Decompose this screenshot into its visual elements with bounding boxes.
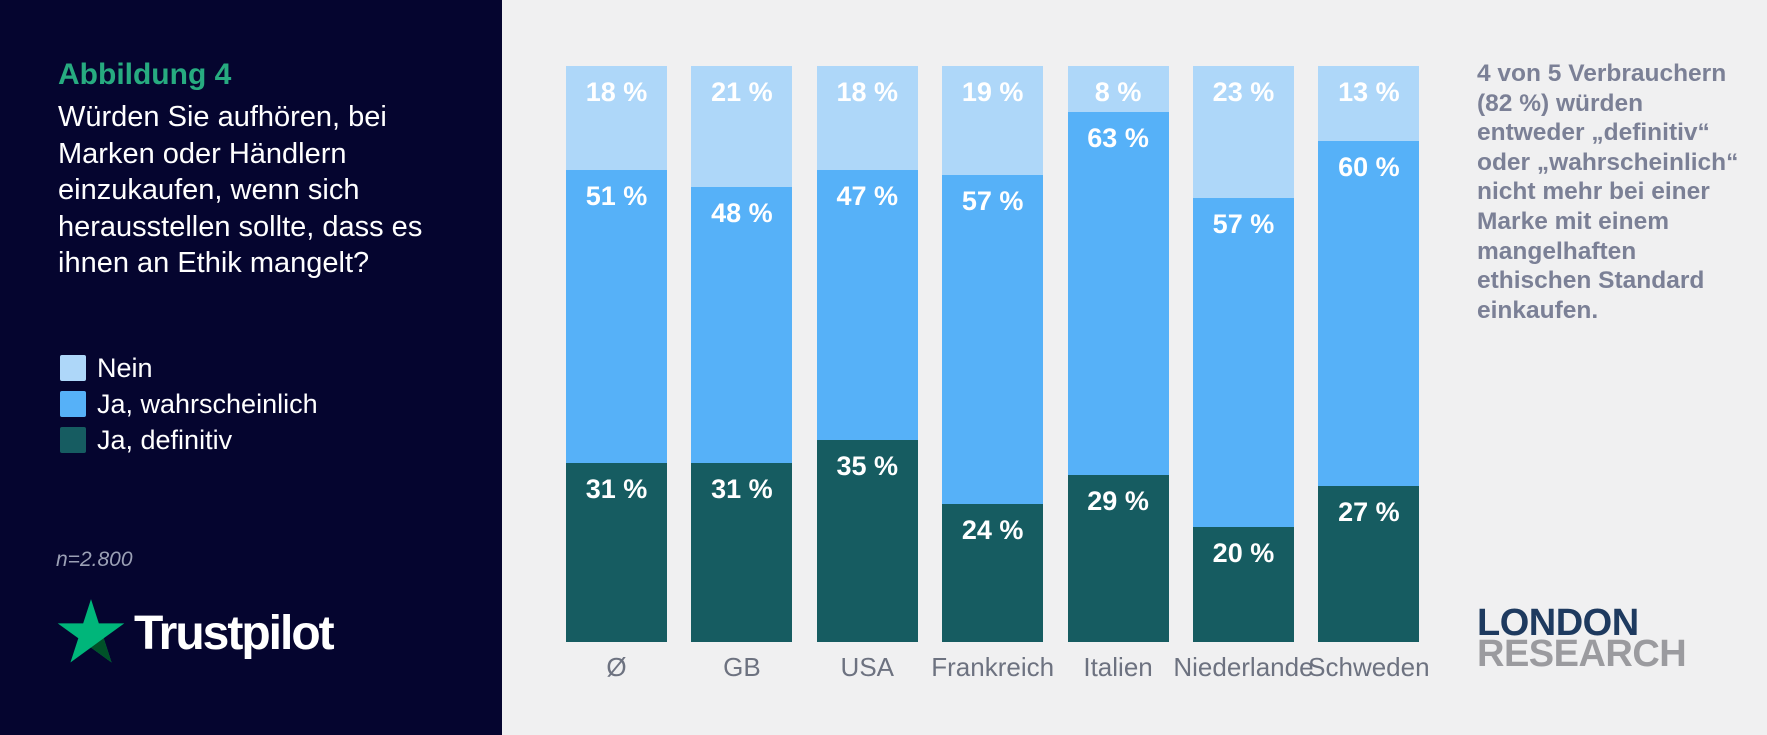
trustpilot-logo: Trustpilot bbox=[56, 599, 335, 666]
trustpilot-wordmark: Trustpilot bbox=[134, 607, 335, 660]
category-labels: Ø GB USA Frankreich Italien Niederlande Schwed… bbox=[566, 652, 1429, 683]
legend-swatch bbox=[60, 355, 86, 381]
value-label: 13 % bbox=[1338, 77, 1400, 107]
legend-item: Ja, definitiv bbox=[60, 424, 318, 455]
bar-segment: 27 % bbox=[1318, 486, 1420, 642]
value-label: 8 % bbox=[1094, 77, 1142, 107]
legend-label: Ja, wahrscheinlich bbox=[97, 388, 318, 419]
legend: Nein Ja, wahrscheinlich Ja, definitiv bbox=[60, 352, 318, 463]
category-label: Italien bbox=[1068, 652, 1169, 683]
trustpilot-star-icon bbox=[57, 599, 125, 663]
bar-segment: 18 % bbox=[566, 66, 667, 170]
bar-segment: 31 % bbox=[566, 463, 667, 642]
bar-segment: 35 % bbox=[816, 440, 918, 642]
category-label: Ø bbox=[566, 652, 667, 683]
value-label: 21 % bbox=[711, 77, 773, 107]
london-research-logo-line2: RESEARCH bbox=[1477, 633, 1687, 675]
bar-segment: 31 % bbox=[691, 463, 793, 642]
value-label: 18 % bbox=[836, 77, 899, 107]
value-label: 57 % bbox=[961, 186, 1024, 217]
legend-item: Nein bbox=[60, 352, 318, 383]
sample-size: n=2.800 bbox=[56, 548, 133, 571]
value-label: 18 % bbox=[585, 77, 648, 107]
category-label-text: USA bbox=[840, 652, 895, 682]
stacked-bar: 18 % 51 % 31 % bbox=[566, 66, 667, 642]
stacked-bar: 18 % 47 % 35 % bbox=[816, 66, 918, 642]
legend-swatch bbox=[60, 391, 86, 417]
value-label: 51 % bbox=[585, 180, 648, 211]
bar-segment: 60 % bbox=[1318, 140, 1420, 487]
category-label: Schweden bbox=[1308, 652, 1429, 683]
value-label: 47 % bbox=[836, 180, 899, 211]
category-label: GB bbox=[691, 652, 792, 683]
bar-segment: 21 % bbox=[691, 66, 793, 187]
bar-segment: 57 % bbox=[942, 175, 1044, 504]
value-label: 31 % bbox=[585, 474, 648, 505]
callout-text: 4 von 5 Verbrauchern (82 %) würden entwe… bbox=[1477, 60, 1739, 324]
bar-segment: 19 % bbox=[942, 66, 1044, 176]
bar-segment: 8 % bbox=[1067, 66, 1169, 113]
bar-segment: 63 % bbox=[1067, 112, 1169, 475]
legend-item: Ja, wahrscheinlich bbox=[60, 388, 318, 419]
category-label-text: Schweden bbox=[1308, 652, 1430, 682]
stacked-bar: 8 % 63 % 29 % bbox=[1067, 66, 1169, 642]
bar-segment: 18 % bbox=[816, 66, 918, 170]
legend-label: Nein bbox=[97, 352, 153, 383]
category-label: Niederlande bbox=[1173, 652, 1313, 683]
value-label: 31 % bbox=[711, 474, 773, 505]
stacked-bar: 13 % 60 % 27 % bbox=[1318, 66, 1420, 642]
legend-swatch bbox=[60, 427, 86, 453]
category-label-text: Italien bbox=[1083, 652, 1153, 682]
figure-label: Abbildung 4 bbox=[58, 58, 232, 91]
london-research-logo-line1: LONDON bbox=[1477, 602, 1639, 644]
value-label: 57 % bbox=[1212, 209, 1275, 240]
bar-segment: 48 % bbox=[691, 186, 793, 464]
value-label: 19 % bbox=[961, 77, 1024, 107]
bar-segment: 29 % bbox=[1067, 474, 1169, 642]
value-label: 20 % bbox=[1212, 537, 1275, 568]
value-label: 60 % bbox=[1338, 151, 1400, 182]
category-label-text: GB bbox=[723, 652, 761, 682]
stacked-bar: 21 % 48 % 31 % bbox=[691, 66, 793, 642]
bar-segment: 20 % bbox=[1192, 526, 1294, 642]
bar-group: 18 % 51 % 31 % 21 % 48 % 31 % 18 % 47 % 35 % 19 %… bbox=[566, 66, 1420, 642]
category-label-text: Niederlande bbox=[1173, 652, 1314, 682]
survey-question: Würden Sie aufhören, bei Marken oder Hän… bbox=[58, 101, 423, 280]
bar-segment: 51 % bbox=[566, 169, 667, 464]
value-label: 23 % bbox=[1212, 77, 1275, 107]
london-research-logo: LONDON RESEARCH bbox=[1477, 602, 1687, 675]
category-label: Frankreich bbox=[931, 652, 1054, 683]
bar-segment: 23 % bbox=[1192, 66, 1294, 199]
value-label: 24 % bbox=[961, 514, 1024, 545]
value-label: 29 % bbox=[1087, 485, 1149, 516]
category-label-text: Frankreich bbox=[931, 652, 1055, 682]
bar-segment: 57 % bbox=[1192, 198, 1294, 527]
value-label: 35 % bbox=[836, 451, 899, 482]
value-label: 48 % bbox=[711, 197, 773, 228]
left-panel: Abbildung 4 Würden Sie aufhören, bei Mar… bbox=[0, 0, 502, 735]
bar-segment: 13 % bbox=[1318, 66, 1420, 141]
value-label: 27 % bbox=[1338, 497, 1400, 528]
category-label-text: Ø bbox=[606, 652, 627, 682]
stacked-bar: 19 % 57 % 24 % bbox=[942, 66, 1044, 642]
stacked-bar: 23 % 57 % 20 % bbox=[1192, 66, 1294, 642]
legend-label: Ja, definitiv bbox=[97, 424, 233, 455]
bar-segment: 47 % bbox=[816, 169, 918, 441]
bar-segment: 24 % bbox=[942, 503, 1044, 642]
category-label: USA bbox=[817, 652, 918, 683]
value-label: 63 % bbox=[1087, 123, 1149, 154]
